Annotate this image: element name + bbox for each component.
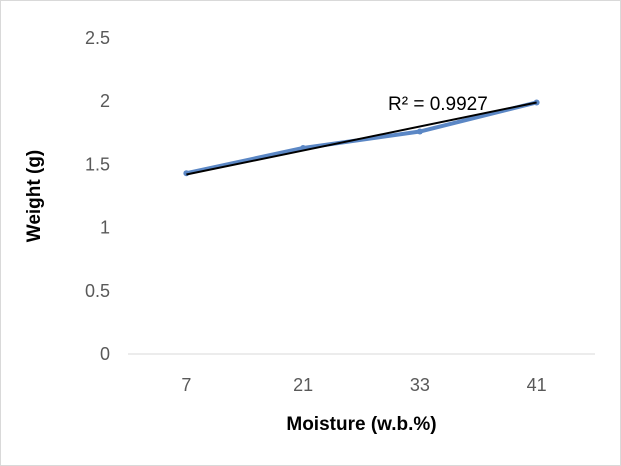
x-tick-label: 7 bbox=[181, 375, 191, 395]
data-point bbox=[416, 128, 423, 135]
x-axis-title: Moisture (w.b.%) bbox=[286, 414, 436, 435]
x-tick-label: 41 bbox=[527, 375, 547, 395]
y-axis-ticks: 0 0.5 1 1.5 2 2.5 bbox=[85, 28, 110, 364]
y-tick-label: 2.5 bbox=[85, 28, 110, 48]
series-line bbox=[184, 100, 539, 176]
r-squared-label: R² = 0.9927 bbox=[388, 94, 488, 115]
x-tick-label: 33 bbox=[410, 375, 430, 395]
y-tick-label: 0.5 bbox=[85, 281, 110, 301]
x-axis-ticks: 7 21 33 41 bbox=[181, 375, 546, 395]
y-tick-label: 0 bbox=[100, 344, 110, 364]
series-layer bbox=[183, 99, 540, 177]
x-tick-label: 21 bbox=[293, 375, 313, 395]
trendline bbox=[186, 101, 537, 176]
y-tick-label: 1 bbox=[100, 218, 110, 238]
y-tick-label: 2 bbox=[100, 91, 110, 111]
trendline-layer bbox=[186, 101, 537, 176]
y-axis-title: Weight (g) bbox=[24, 150, 45, 243]
y-tick-label: 1.5 bbox=[85, 154, 110, 174]
